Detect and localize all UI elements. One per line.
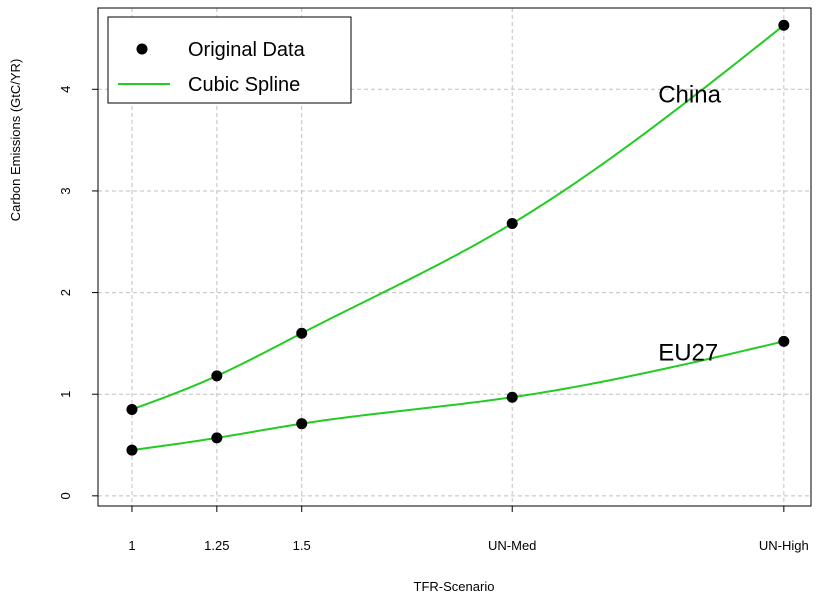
spline-line-eu27 [131, 340, 785, 452]
y-tick-label: 4 [58, 86, 73, 93]
x-tick-label: UN-Med [488, 538, 536, 553]
legend-box [107, 16, 352, 104]
data-point-eu27 [211, 432, 223, 444]
y-axis-title: Carbon Emissions (GtC/YR) [8, 59, 23, 222]
y-tick-label: 1 [58, 391, 73, 398]
legend-spline-label: Cubic Spline [188, 74, 300, 96]
x-tick-label: 1 [128, 538, 135, 553]
y-tick-label: 3 [58, 187, 73, 194]
data-points [126, 19, 790, 456]
grid [98, 8, 811, 506]
legend-points-label: Original Data [188, 39, 306, 61]
data-point-eu27 [126, 444, 138, 456]
x-axis: 1 1.25 1.5 UN-Med UN-High [128, 506, 809, 553]
x-axis-title: TFR-Scenario [414, 579, 495, 594]
plot-frame [97, 7, 812, 507]
data-point-eu27 [506, 391, 518, 403]
x-tick-label: 1.5 [293, 538, 311, 553]
annotation-china: China [658, 82, 721, 109]
y-tick-label: 0 [58, 492, 73, 499]
x-tick-label: 1.25 [204, 538, 229, 553]
spline-curves [131, 24, 785, 452]
data-point-china [126, 403, 138, 415]
y-axis: 0 1 2 3 4 [58, 86, 98, 499]
data-point-china [778, 19, 790, 31]
annotations: China EU27 [658, 82, 721, 367]
data-point-china [506, 217, 518, 229]
x-tick-label: UN-High [759, 538, 809, 553]
data-point-eu27 [778, 335, 790, 347]
spline-line-china [131, 24, 785, 411]
legend-point-marker [136, 43, 148, 55]
annotation-eu27: EU27 [658, 340, 718, 367]
legend: Original Data Cubic Spline [107, 16, 352, 104]
data-point-china [211, 370, 223, 382]
y-tick-label: 2 [58, 289, 73, 296]
data-point-eu27 [296, 418, 308, 430]
data-point-china [296, 327, 308, 339]
